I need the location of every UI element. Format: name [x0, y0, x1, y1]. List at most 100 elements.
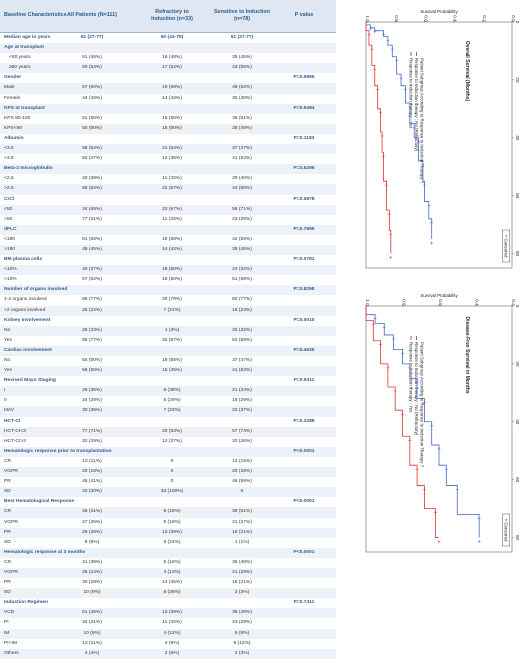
cell-refractory: 60 (44-75)	[160, 35, 184, 40]
table-row: VGPR 20 (18%) 0 20 (26%)	[0, 467, 336, 478]
section-row: Hematologic response prior to transplant…	[0, 446, 336, 457]
cell-pvalue: P=0.9311	[293, 378, 315, 384]
censor-mark	[421, 163, 425, 167]
cell-pvalue: P=0.5295	[293, 166, 315, 172]
censor-mark	[379, 343, 383, 347]
x-tick-label: 0	[515, 21, 520, 24]
censor-mark	[408, 438, 412, 442]
cell-all: 77 (31%)	[82, 216, 102, 222]
cell-refractory: 16 (50%)	[162, 277, 182, 283]
y-tick-label: 0.8	[402, 299, 407, 306]
row-label: Male	[4, 85, 15, 91]
row-label: <50	[4, 206, 13, 212]
cell-sensitive: 41 (53%)	[232, 368, 252, 374]
table-row: <60 years 51 (46%) 16 (48%) 35 (45%)	[0, 53, 336, 63]
overall-survival-svg: 0.0 0.2 0.4 0.6 0.8 1.0 Survival Probability 0 2…	[365, 9, 520, 269]
cell-sensitive: 24 (32%)	[232, 267, 252, 273]
cell-sensitive: 55 (71%)	[232, 206, 252, 212]
cell-all: 56 (50%)	[82, 368, 102, 374]
cell-all: 49 (45%)	[82, 246, 102, 252]
cell-sensitive: 38 (49%)	[232, 610, 252, 616]
censor-mark	[382, 154, 386, 158]
cell-refractory: 15 (45%)	[162, 368, 182, 374]
censor-mark	[391, 337, 395, 341]
row-label: Female	[4, 95, 21, 101]
censor-mark	[382, 325, 386, 329]
row-label: KPS<90	[4, 125, 23, 131]
cell-sensitive: 60 (77%)	[232, 297, 252, 303]
row-label: PI+IM	[4, 640, 17, 646]
row-label: CR	[4, 509, 12, 515]
cell-sensitive: 0	[240, 489, 244, 495]
censor-mark	[437, 447, 441, 451]
cell-all: 25 (24%)	[82, 569, 102, 575]
y-tick-label: 0.4	[475, 299, 480, 306]
cell-refractory: 18 (55%)	[162, 358, 182, 363]
table-row: SD 9 (8%) 8 (24%) 1 (1%)	[0, 538, 336, 548]
refractory-curve	[365, 306, 480, 538]
cell-refractory: 7 (21%)	[163, 307, 181, 313]
censor-mark	[417, 140, 421, 144]
censor-mark	[415, 380, 419, 384]
y-tick-label: 0.8	[394, 15, 399, 22]
cell-sensitive: 39 (51%)	[232, 509, 252, 515]
row-label: II	[4, 398, 7, 404]
table-row: Others 4 (4%) 2 (6%) 2 (3%)	[0, 648, 336, 659]
cell-all: 34 (31%)	[82, 620, 102, 626]
cell-sensitive: 44 (60%)	[232, 186, 252, 192]
legend: Patient Subgroup According to Response t…	[409, 336, 425, 468]
cell-pvalue: P=0.0010	[293, 317, 315, 323]
table-row: ≥60 years 60 (54%) 17 (52%) 43 (55%)	[0, 63, 336, 74]
row-label: VGPR	[4, 519, 18, 525]
cell-all: 12 (11%)	[82, 458, 102, 464]
cell-pvalue: P<0.0001	[293, 549, 315, 555]
plot-frame	[365, 305, 513, 553]
y-axis-title: Survival Probability	[420, 9, 458, 14]
cell-refractory: 11 (33%)	[162, 216, 182, 222]
table-row: >180 49 (45%) 14 (42%) 35 (45%)	[0, 244, 336, 256]
censor-mark	[455, 487, 459, 491]
cell-sensitive: 36 (48%)	[232, 559, 252, 565]
x-tick-label: 80	[515, 251, 520, 257]
censor-mark	[379, 111, 383, 115]
table-row: I 29 (35%) 8 (38%) 21 (34%)	[0, 386, 336, 397]
row-label: KPS at transplant	[4, 105, 45, 111]
cell-sensitive: 18 (29%)	[232, 398, 252, 404]
table-row: PR 46 (41%) 0 46 (59%)	[0, 477, 336, 487]
row-label: Beta-2 microglobulin	[4, 166, 53, 172]
header-all: All Patients (N=111)	[67, 12, 117, 18]
cell-all: 34 (69%)	[82, 206, 102, 212]
cell-all: 29 (35%)	[82, 388, 102, 394]
cell-refractory: 14 (45%)	[162, 580, 182, 586]
cell-sensitive: 37 (47%)	[232, 146, 252, 152]
row-label: <2.5	[4, 176, 14, 182]
section-row: Beta-2 microglobulin P=0.5295	[0, 164, 336, 175]
y-tick-label: 0.6	[438, 299, 443, 306]
cell-sensitive: 21 (34%)	[232, 388, 252, 394]
cell-sensitive: 2 (3%)	[234, 650, 250, 656]
censored-label: + Censored	[504, 519, 509, 542]
cell-refractory: 0	[170, 479, 174, 485]
censor-mark	[399, 76, 403, 80]
row-label: >180	[4, 246, 16, 252]
cell-pvalue: P=0.4935	[293, 347, 315, 353]
cell-all: 30 (36%)	[82, 408, 102, 414]
censor-mark	[389, 256, 393, 260]
cell-sensitive: 51 (68%)	[232, 277, 252, 283]
censor-mark	[408, 366, 412, 370]
legend-entry: Response to Induction therapy : No (Refr…	[414, 342, 419, 436]
cell-all: 61 (55%)	[82, 236, 102, 242]
section-row: Hematologic response at 3 months P<0.0001	[0, 547, 336, 558]
cell-sensitive: 23 (37%)	[232, 408, 252, 414]
plot-frame	[365, 21, 513, 269]
table-row: SD 10 (9%) 8 (26%) 2 (3%)	[0, 588, 336, 599]
cell-pvalue: P=0.1183	[293, 135, 315, 141]
cell-refractory: 22 (67%)	[162, 186, 182, 192]
censored-box	[502, 229, 510, 263]
censor-mark	[380, 134, 384, 138]
cell-all: 4 (4%)	[84, 650, 100, 656]
cell-refractory: 21 (64%)	[162, 146, 182, 152]
section-row: dFLC P=0.7695	[0, 224, 336, 235]
table-row: Yes 56 (50%) 15 (45%) 41 (53%)	[0, 366, 336, 377]
cell-sensitive: 23 (29%)	[232, 620, 252, 626]
